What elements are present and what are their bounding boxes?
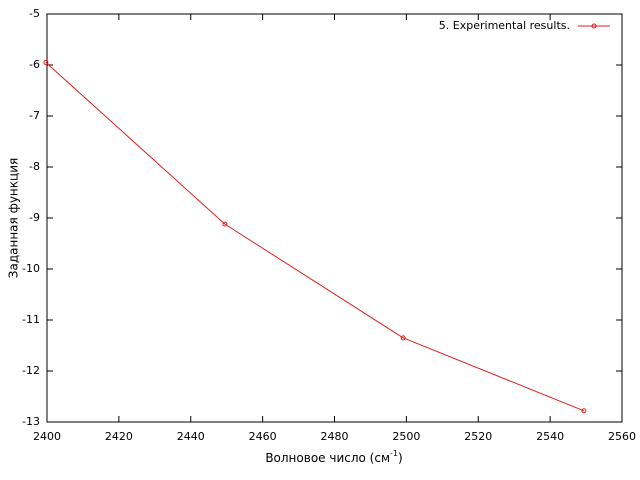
y-tick-label: -8: [29, 160, 40, 173]
y-tick-label: -7: [29, 109, 40, 122]
y-axis-label: Заданная функция: [7, 158, 21, 278]
x-tick-label: 2520: [464, 430, 492, 443]
x-axis-label-text: Волновое число (см: [265, 451, 390, 465]
legend-label: 5. Experimental results.: [439, 19, 570, 32]
x-tick-label: 2420: [105, 430, 133, 443]
x-axis-label-suffix: ): [398, 451, 403, 465]
data-point: [400, 335, 406, 341]
y-tick-label: -10: [22, 262, 40, 275]
y-tick-label: -12: [22, 364, 40, 377]
series-line: [45, 62, 585, 412]
x-tick-label: 2460: [249, 430, 277, 443]
x-tick-label: 2480: [321, 430, 349, 443]
x-tick-label: 2500: [392, 430, 420, 443]
y-tick-label: -5: [29, 7, 40, 20]
x-tick-label: 2400: [33, 430, 61, 443]
y-tick-label: -11: [22, 313, 40, 326]
x-axis-label: Волновое число (см-1): [265, 449, 402, 465]
data-point: [222, 221, 228, 227]
x-tick-label: 2540: [536, 430, 564, 443]
y-tick-label: -6: [29, 58, 40, 71]
data-point: [581, 408, 587, 414]
legend-marker: [591, 23, 597, 29]
data-point: [43, 59, 49, 65]
x-tick-label: 2440: [177, 430, 205, 443]
y-tick-label: -9: [29, 211, 40, 224]
plot-frame: [46, 13, 623, 423]
x-axis-label-sup: -1: [390, 449, 398, 458]
y-tick-label: -13: [22, 415, 40, 428]
x-tick-label: 2560: [608, 430, 636, 443]
